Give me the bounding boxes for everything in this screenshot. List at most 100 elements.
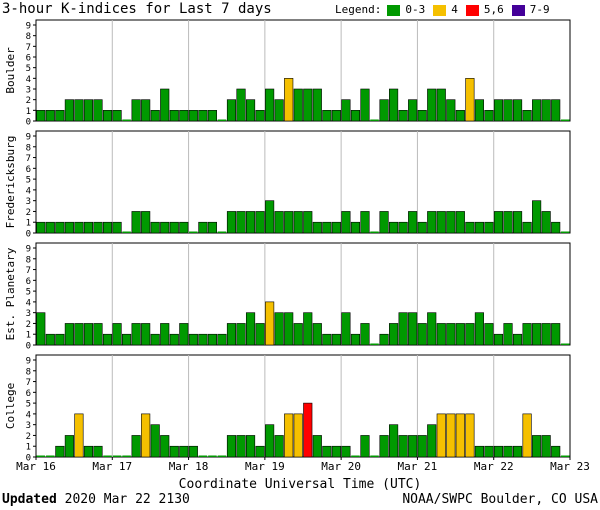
k-index-bar xyxy=(150,110,160,122)
k-index-bar xyxy=(45,110,55,122)
k-index-bar xyxy=(541,435,551,458)
k-index-bar xyxy=(398,110,408,122)
k-index-bar xyxy=(131,435,141,458)
k-index-bar xyxy=(284,413,294,458)
k-index-bar xyxy=(303,312,313,346)
k-index-bar xyxy=(179,110,189,122)
k-index-bar xyxy=(293,413,303,458)
plot-frame-3 xyxy=(35,354,571,458)
y-tick-label: 4 xyxy=(26,410,31,420)
k-index-bar xyxy=(55,333,65,346)
y-tick-label: 1 xyxy=(26,331,31,341)
k-index-bar xyxy=(331,110,341,122)
k-index-bar xyxy=(93,221,103,234)
k-index-bar xyxy=(341,99,351,122)
updated-value: 2020 Mar 22 2130 xyxy=(64,492,190,507)
k-index-bar xyxy=(255,110,265,122)
k-index-bar xyxy=(122,333,132,346)
y-tick-label: 9 xyxy=(26,22,31,32)
k-index-bar xyxy=(493,99,504,122)
k-index-bar xyxy=(226,99,237,122)
k-index-bar xyxy=(541,99,551,122)
k-index-bar xyxy=(455,413,465,458)
k-index-bar xyxy=(512,99,523,122)
k-index-bar xyxy=(379,435,389,458)
k-index-bar xyxy=(293,88,303,122)
k-index-bar xyxy=(560,455,570,457)
y-tick-label: 1 xyxy=(26,443,31,453)
k-index-bar xyxy=(188,110,198,122)
k-index-bar xyxy=(484,445,494,458)
legend-swatch-7-9 xyxy=(511,4,525,16)
y-tick-label: 6 xyxy=(26,165,31,175)
k-index-bar xyxy=(265,88,275,122)
k-index-bar xyxy=(551,323,561,346)
k-index-bar xyxy=(522,413,532,458)
k-index-bar xyxy=(560,231,570,233)
k-index-bar xyxy=(427,211,437,234)
y-tick-label: 0 xyxy=(26,118,31,128)
k-index-bar xyxy=(436,323,446,346)
k-index-bar xyxy=(303,211,313,234)
k-index-bar xyxy=(398,221,408,234)
k-index-bar xyxy=(370,455,379,457)
k-index-bar xyxy=(141,99,151,122)
k-index-bar xyxy=(74,413,84,458)
k-index-bar xyxy=(245,312,256,346)
y-tick-label: 2 xyxy=(26,96,31,106)
k-index-bar xyxy=(379,211,389,234)
k-index-bar xyxy=(512,445,523,458)
k-index-bar xyxy=(408,312,418,346)
k-index-bar xyxy=(112,110,122,122)
k-index-bar xyxy=(55,110,65,122)
k-index-bar xyxy=(207,221,217,234)
k-index-bar xyxy=(150,424,160,458)
k-index-bar xyxy=(541,211,551,234)
k-index-bar xyxy=(83,445,94,458)
legend-swatch-0-3 xyxy=(387,4,401,16)
k-index-bar xyxy=(245,99,256,122)
k-index-bar xyxy=(102,333,113,346)
y-tick-label: 7 xyxy=(26,378,31,388)
k-index-bar xyxy=(436,413,446,458)
y-tick-label: 9 xyxy=(26,357,31,367)
k-index-bar xyxy=(150,221,160,234)
k-index-bar xyxy=(284,211,294,234)
k-index-bar xyxy=(36,221,46,234)
k-index-bar xyxy=(293,211,303,234)
k-index-bar xyxy=(179,445,189,458)
x-tick-label: Mar 22 xyxy=(474,460,514,473)
k-index-bar xyxy=(93,445,103,458)
k-index-bar xyxy=(484,323,494,346)
k-index-bar xyxy=(122,119,131,121)
k-index-bar xyxy=(245,211,256,234)
k-index-bar xyxy=(446,211,456,234)
k-index-bar xyxy=(522,323,532,346)
k-index-bar xyxy=(103,455,112,457)
k-index-bar xyxy=(417,110,427,122)
k-index-bar xyxy=(512,211,523,234)
k-index-bar xyxy=(503,211,513,234)
k-index-bar xyxy=(160,435,170,458)
k-index-bar xyxy=(455,323,465,346)
k-index-bar xyxy=(560,119,570,121)
k-index-bar xyxy=(179,323,189,346)
y-tick-label: 8 xyxy=(26,367,31,377)
plot-frame-1 xyxy=(35,130,571,234)
k-index-bar xyxy=(198,110,208,122)
k-index-bar xyxy=(274,99,284,122)
k-index-bar xyxy=(274,211,284,234)
k-index-bar xyxy=(350,110,361,122)
k-index-bar xyxy=(474,312,484,346)
k-index-bar xyxy=(446,99,456,122)
k-index-bar xyxy=(455,110,465,122)
y-tick-label: 7 xyxy=(26,154,31,164)
plot-frame-0 xyxy=(35,19,571,122)
k-index-bar xyxy=(312,435,322,458)
y-tick-label: 6 xyxy=(26,54,31,64)
k-index-bar xyxy=(141,211,151,234)
station-label: College xyxy=(4,383,17,429)
legend-text-0-3: 0-3 xyxy=(405,3,426,16)
updated-timestamp: Updated 2020 Mar 22 2130 xyxy=(2,492,190,507)
k-index-bar xyxy=(465,221,475,234)
